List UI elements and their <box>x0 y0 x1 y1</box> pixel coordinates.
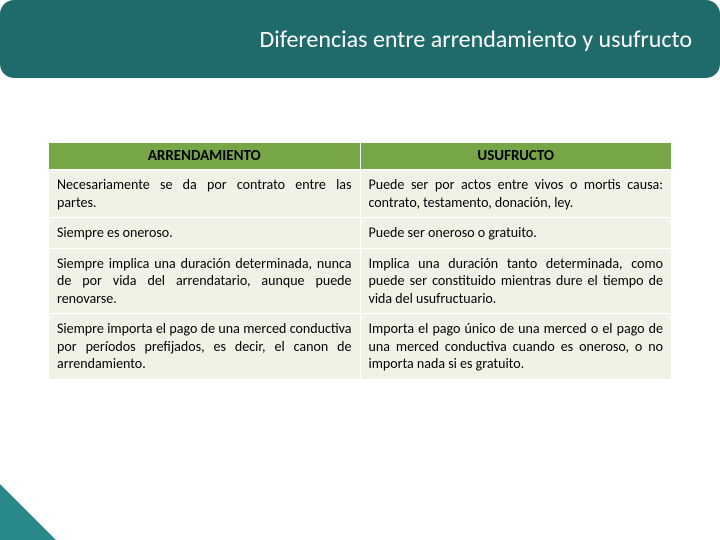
table-row: Siempre implica una duración determinada… <box>49 248 672 314</box>
column-header-usufructo: USUFRUCTO <box>360 143 672 170</box>
table-row: Siempre es oneroso. Puede ser oneroso o … <box>49 218 672 249</box>
title-bar: Diferencias entre arrendamiento y usufru… <box>0 0 720 78</box>
comparison-table: ARRENDAMIENTO USUFRUCTO Necesariamente s… <box>48 142 672 380</box>
cell-arrendamiento: Necesariamente se da por contrato entre … <box>49 170 361 218</box>
cell-arrendamiento: Siempre importa el pago de una merced co… <box>49 314 361 380</box>
corner-accent <box>0 484 56 540</box>
table-row: Necesariamente se da por contrato entre … <box>49 170 672 218</box>
cell-usufructo: Importa el pago único de una merced o el… <box>360 314 672 380</box>
cell-arrendamiento: Siempre implica una duración determinada… <box>49 248 361 314</box>
page-title: Diferencias entre arrendamiento y usufru… <box>259 25 692 54</box>
cell-arrendamiento: Siempre es oneroso. <box>49 218 361 249</box>
cell-usufructo: Implica una duración tanto determinada, … <box>360 248 672 314</box>
column-header-arrendamiento: ARRENDAMIENTO <box>49 143 361 170</box>
cell-usufructo: Puede ser oneroso o gratuito. <box>360 218 672 249</box>
table-row: Siempre importa el pago de una merced co… <box>49 314 672 380</box>
cell-usufructo: Puede ser por actos entre vivos o mortis… <box>360 170 672 218</box>
